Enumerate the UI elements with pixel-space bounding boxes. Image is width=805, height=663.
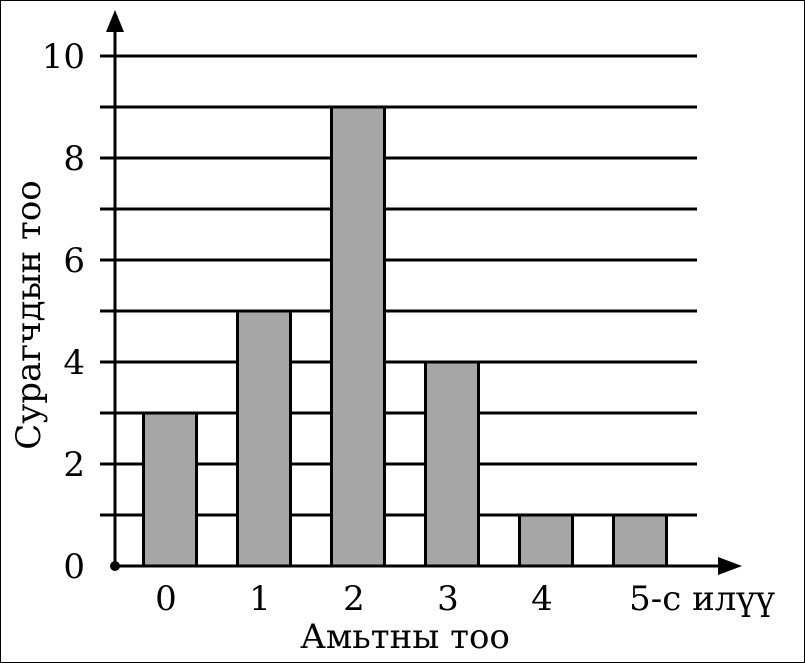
bar — [330, 105, 386, 568]
bar — [518, 513, 574, 568]
y-tick-labels: 0 2 4 6 8 10 — [42, 37, 85, 587]
x-tick-label: 3 — [437, 579, 459, 619]
x-tick-label: 4 — [531, 579, 553, 619]
bar — [424, 360, 480, 568]
bars — [142, 105, 668, 568]
y-tick-label: 8 — [63, 139, 85, 179]
x-tick-label: 1 — [249, 579, 271, 619]
x-axis-arrow — [718, 557, 742, 575]
gridlines — [100, 54, 697, 517]
origin-dot — [110, 561, 120, 571]
x-tick-labels: 0 1 2 3 4 5-с илүү — [155, 579, 775, 619]
y-tick-label: 4 — [63, 343, 85, 383]
bar — [236, 309, 292, 568]
bar — [142, 411, 198, 568]
y-tick-label: 10 — [42, 37, 85, 77]
y-axis-title: Сурагчдын тоо — [9, 180, 49, 450]
bar — [612, 513, 668, 568]
y-tick-label: 6 — [63, 241, 85, 281]
y-tick-label: 2 — [63, 445, 85, 485]
y-axis-arrow — [106, 10, 124, 32]
y-tick-label: 0 — [63, 547, 85, 587]
x-tick-label: 2 — [343, 579, 365, 619]
x-tick-label: 5-с илүү — [629, 579, 775, 619]
x-tick-label: 0 — [155, 579, 177, 619]
x-axis-title: Амьтны тоо — [300, 617, 510, 657]
axes — [106, 10, 742, 575]
